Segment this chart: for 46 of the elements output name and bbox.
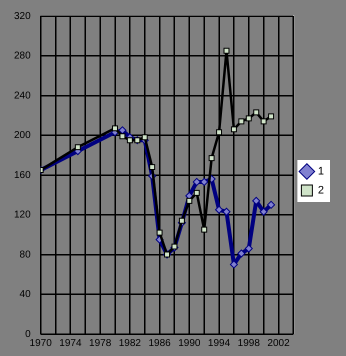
x-tick-label: 1986: [148, 338, 172, 349]
point: [126, 137, 133, 144]
x-tick-label: 1974: [59, 338, 82, 349]
legend-label: 1: [318, 166, 324, 178]
y-tick-label: 120: [14, 210, 32, 220]
point: [156, 230, 163, 236]
point: [237, 250, 246, 258]
point: [149, 164, 156, 170]
x-tick-label: 1982: [118, 338, 142, 349]
point: [253, 109, 260, 116]
point: [112, 125, 118, 132]
point: [215, 206, 224, 214]
legend-label: 2: [318, 184, 324, 197]
point: [178, 218, 185, 224]
point: [238, 118, 244, 124]
point: [230, 126, 237, 132]
point: [252, 196, 260, 205]
point: [267, 200, 276, 209]
y-tick-label: 200: [14, 130, 32, 141]
y-tick-label: 80: [20, 249, 32, 260]
y-tick-label: 0: [25, 328, 32, 340]
point: [260, 118, 267, 124]
point: [260, 208, 268, 216]
x-tick-label: 1994: [208, 338, 231, 349]
point: [74, 144, 81, 150]
point: [201, 226, 208, 233]
point: [200, 178, 208, 186]
x-tick-label: 1998: [238, 338, 260, 349]
y-tick-label: 240: [14, 90, 32, 102]
point: [186, 198, 192, 204]
point: [118, 126, 126, 134]
point: [246, 115, 252, 122]
point: [194, 190, 200, 196]
point: [119, 133, 126, 140]
point: [224, 48, 230, 54]
x-tick-label: 1990: [178, 338, 201, 349]
y-tick-label: 320: [14, 10, 32, 22]
point: [208, 155, 215, 162]
y-tick-label: 160: [14, 170, 32, 181]
y-tick-label: 40: [20, 289, 32, 300]
x-tick-label: 1978: [89, 338, 112, 349]
x-tick-label: 2002: [267, 338, 290, 349]
y-tick-label: 280: [14, 50, 32, 62]
point: [244, 244, 253, 253]
x-tick-label: 1970: [30, 338, 52, 349]
point: [268, 113, 274, 120]
